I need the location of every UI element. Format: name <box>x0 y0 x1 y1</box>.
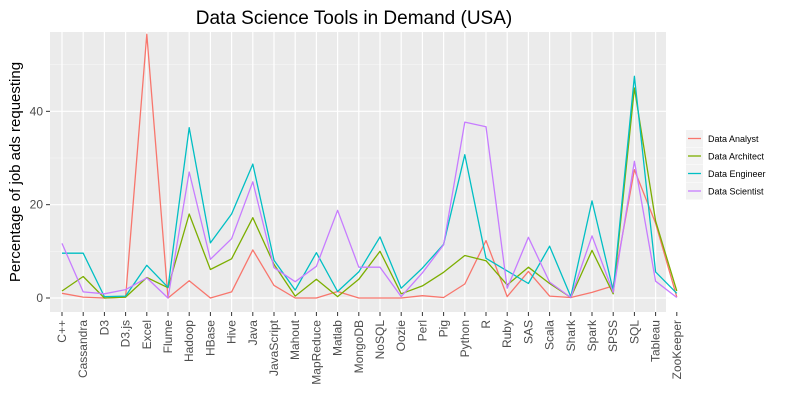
legend-label: Data Scientist <box>708 187 764 197</box>
x-tick-label: D3.js <box>119 320 133 347</box>
series-line-data-scientist <box>61 121 678 299</box>
x-tick-label: SAS <box>521 320 535 344</box>
x-tick-label: C++ <box>55 320 69 343</box>
x-tick-label: ZooKeeper <box>670 320 684 379</box>
x-tick-label: Cassandra <box>76 320 90 378</box>
x-tick-label: R <box>479 320 493 329</box>
x-tick-label: Oozie <box>394 320 408 352</box>
x-tick-label: JavaScript <box>267 319 281 376</box>
x-tick-label: Tableau <box>649 320 663 362</box>
x-tick-label: NoSQL <box>373 320 387 360</box>
x-tick-label: HBase <box>203 320 217 356</box>
y-tick-label: 0 <box>36 291 43 305</box>
legend-label: Data Engineer <box>708 169 766 179</box>
x-tick-label: Scala <box>543 320 557 350</box>
x-tick-label: Matlab <box>331 320 345 356</box>
legend: Data Analyst Data Architect Data Engineer D… <box>686 130 766 200</box>
x-tick-label: Hive <box>225 320 239 344</box>
x-tick-label: Python <box>458 320 472 357</box>
series-line-data-engineer <box>62 75 678 298</box>
x-tick-label: MongoDB <box>352 320 366 373</box>
x-tick-label: Shark <box>564 319 578 351</box>
x-tick-label: Pig <box>437 320 451 337</box>
x-tick-label: D3 <box>97 320 111 336</box>
x-tick-label: Spark <box>585 319 599 351</box>
x-tick-label: Excel <box>140 320 154 349</box>
legend-label: Data Analyst <box>708 134 759 144</box>
legend-label: Data Architect <box>708 152 765 162</box>
x-tick-label: SQL <box>627 320 641 344</box>
x-tick-label: Java <box>246 320 260 346</box>
x-tick-label: Flume <box>161 320 175 354</box>
plot-background <box>50 32 666 312</box>
series-line-data-architect <box>61 87 678 299</box>
x-tick-label: Perl <box>415 320 429 341</box>
x-tick-label: Ruby <box>500 320 514 348</box>
x-tick-label: SPSS <box>606 320 620 352</box>
x-tick-label: Mahout <box>288 319 302 360</box>
series-line-data-analyst <box>61 33 678 299</box>
x-tick-label: MapReduce <box>309 320 323 385</box>
chart-title: Data Science Tools in Demand (USA) <box>196 8 512 29</box>
y-tick-label: 40 <box>30 104 44 118</box>
y-axis-title: Percentage of job ads requesting <box>7 62 24 282</box>
x-tick-label: Hadoop <box>182 320 196 362</box>
y-tick-label: 20 <box>30 198 44 212</box>
plot-area: 0 20 40 C++ Cassandra D3 D3.js Excel Flume Hadoop… <box>30 32 684 385</box>
